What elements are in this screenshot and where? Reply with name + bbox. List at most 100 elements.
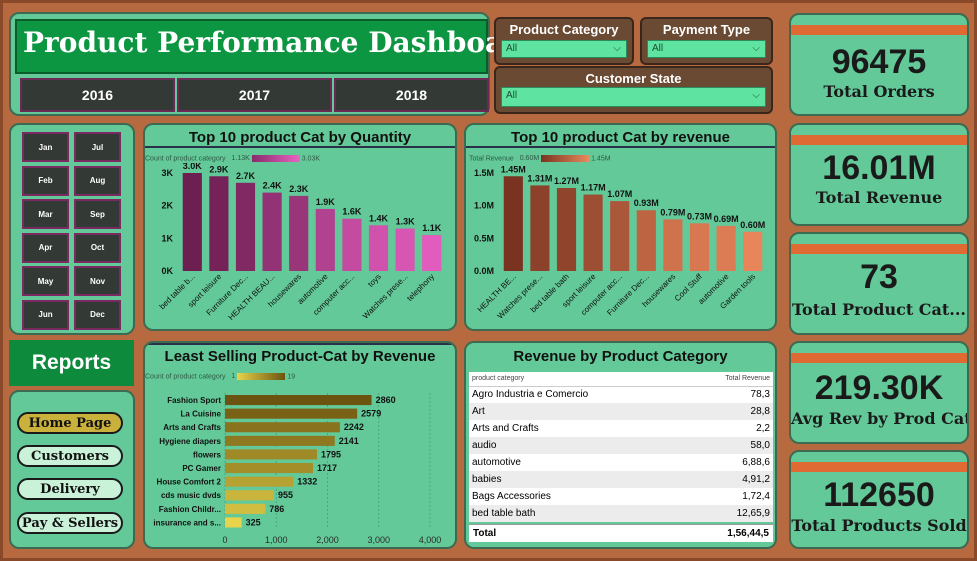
bar[interactable] [530,185,550,271]
data-label: 1.17M [581,183,606,193]
bar[interactable] [225,503,266,514]
x-tick-label: 4,000 [419,535,442,545]
total-value: 1,56,44,5 [727,528,769,539]
table-row[interactable]: babies 4,91,2 [469,471,773,488]
month-button-nov[interactable]: Nov [74,266,121,296]
bar[interactable] [315,208,335,271]
bar[interactable] [225,395,372,406]
home-page-button[interactable]: Home Page [17,412,123,434]
bar[interactable] [262,192,282,271]
data-label: 0.60M [740,220,765,230]
bar[interactable] [225,408,358,419]
bar[interactable] [225,463,313,474]
bar[interactable] [636,210,656,271]
month-button-oct[interactable]: Oct [74,232,121,263]
month-button-feb[interactable]: Feb [22,165,69,196]
year-button-2017[interactable]: 2017 [177,78,332,112]
legend-min: 1 [231,373,236,381]
kpi-total-revenue: 16.01M Total Revenue [789,123,969,226]
bar[interactable] [503,176,523,271]
data-label: 325 [246,517,261,527]
bar[interactable] [583,194,603,271]
bar[interactable] [225,517,242,528]
bar[interactable] [225,422,340,433]
bar[interactable] [743,231,763,271]
data-label: 2141 [339,436,359,446]
bar[interactable] [342,218,362,271]
kpi-value: 219.30K [814,369,944,407]
cell-revenue: 12,65,9 [683,505,773,522]
customer-state-label: Customer State [585,71,682,86]
least-selling-chart-panel: Least Selling Product-Cat by Revenue Cou… [143,341,457,549]
year-button-2018[interactable]: 2018 [334,78,489,112]
product-category-dropdown[interactable]: All ⌵ [501,40,627,58]
kpi-caption: Total Orders [823,82,935,101]
month-button-jul[interactable]: Jul [74,132,121,162]
bar[interactable] [289,195,309,271]
product-category-slicer[interactable]: Product Category All ⌵ [494,17,634,65]
payment-type-slicer[interactable]: Payment Type All ⌵ [640,17,773,65]
cell-category: Art [469,403,684,420]
table-total-row: Total 1,56,44,5 [469,524,773,542]
bar[interactable] [663,219,683,271]
table-row[interactable]: Arts and Crafts 2,2 [469,420,773,437]
customers-button[interactable]: Customers [17,445,123,467]
customer-state-slicer[interactable]: Customer State All ⌵ [494,66,773,114]
data-label: 2579 [361,409,381,419]
table-row[interactable]: audio 58,0 [469,437,773,454]
table-row[interactable]: automotive 6,88,6 [469,454,773,471]
bar[interactable] [368,225,389,271]
kpi-value: 73 [860,258,898,296]
bar[interactable] [209,176,229,271]
x-tick-label: toys [366,272,383,289]
x-tick-label: HEALTH BEAU... [227,272,277,322]
bar[interactable] [235,182,256,271]
bar[interactable] [395,228,415,271]
month-button-jun[interactable]: Jun [22,299,69,330]
bar[interactable] [225,449,317,460]
delivery-button[interactable]: Delivery [17,478,123,500]
legend-label: Total Revenue [469,155,514,163]
bar[interactable] [225,490,274,501]
table-row[interactable]: Bags Accessories 1,72,4 [469,488,773,505]
bar[interactable] [225,435,335,446]
bar[interactable] [225,476,294,487]
month-button-aug[interactable]: Aug [74,165,121,196]
y-tick-label: 1K [161,233,173,243]
column-header-category[interactable]: product category [469,372,684,387]
month-button-may[interactable]: May [22,266,69,296]
table-row[interactable]: Art 28,8 [469,403,773,420]
data-label: 2.7K [236,171,256,181]
y-tick-label: 2K [161,201,173,211]
data-label: 1.1K [422,223,442,233]
month-button-mar[interactable]: Mar [22,199,69,229]
total-label: Total [473,528,497,539]
bar[interactable] [182,173,202,271]
year-button-2016[interactable]: 2016 [20,78,175,112]
data-label: 786 [269,504,284,514]
customer-state-dropdown[interactable]: All ⌵ [501,87,766,107]
data-label: 1717 [317,463,337,473]
pay-sellers-button[interactable]: Pay & Sellers [17,512,123,534]
payment-type-dropdown[interactable]: All ⌵ [647,40,766,58]
bar[interactable] [610,201,630,271]
table-row[interactable]: bed table bath 12,65,9 [469,505,773,522]
kpi-accent-bar [791,25,967,35]
month-button-apr[interactable]: Apr [22,232,69,263]
bar[interactable] [716,225,736,271]
bar[interactable] [422,235,442,271]
bar[interactable] [556,188,577,271]
y-tick-label: cds music dvds [161,491,222,500]
month-button-sep[interactable]: Sep [74,199,121,229]
data-label: 3.0K [183,163,203,171]
table-row[interactable]: Agro Industria e Comercio 78,3 [469,386,773,403]
y-tick-label: House Comfort 2 [157,478,222,487]
payment-type-label: Payment Type [662,22,751,37]
month-button-dec[interactable]: Dec [74,299,121,330]
data-label: 1.45M [501,164,526,174]
column-header-revenue[interactable]: Total Revenue [683,372,773,387]
bar[interactable] [689,223,710,271]
month-button-jan[interactable]: Jan [22,132,69,162]
